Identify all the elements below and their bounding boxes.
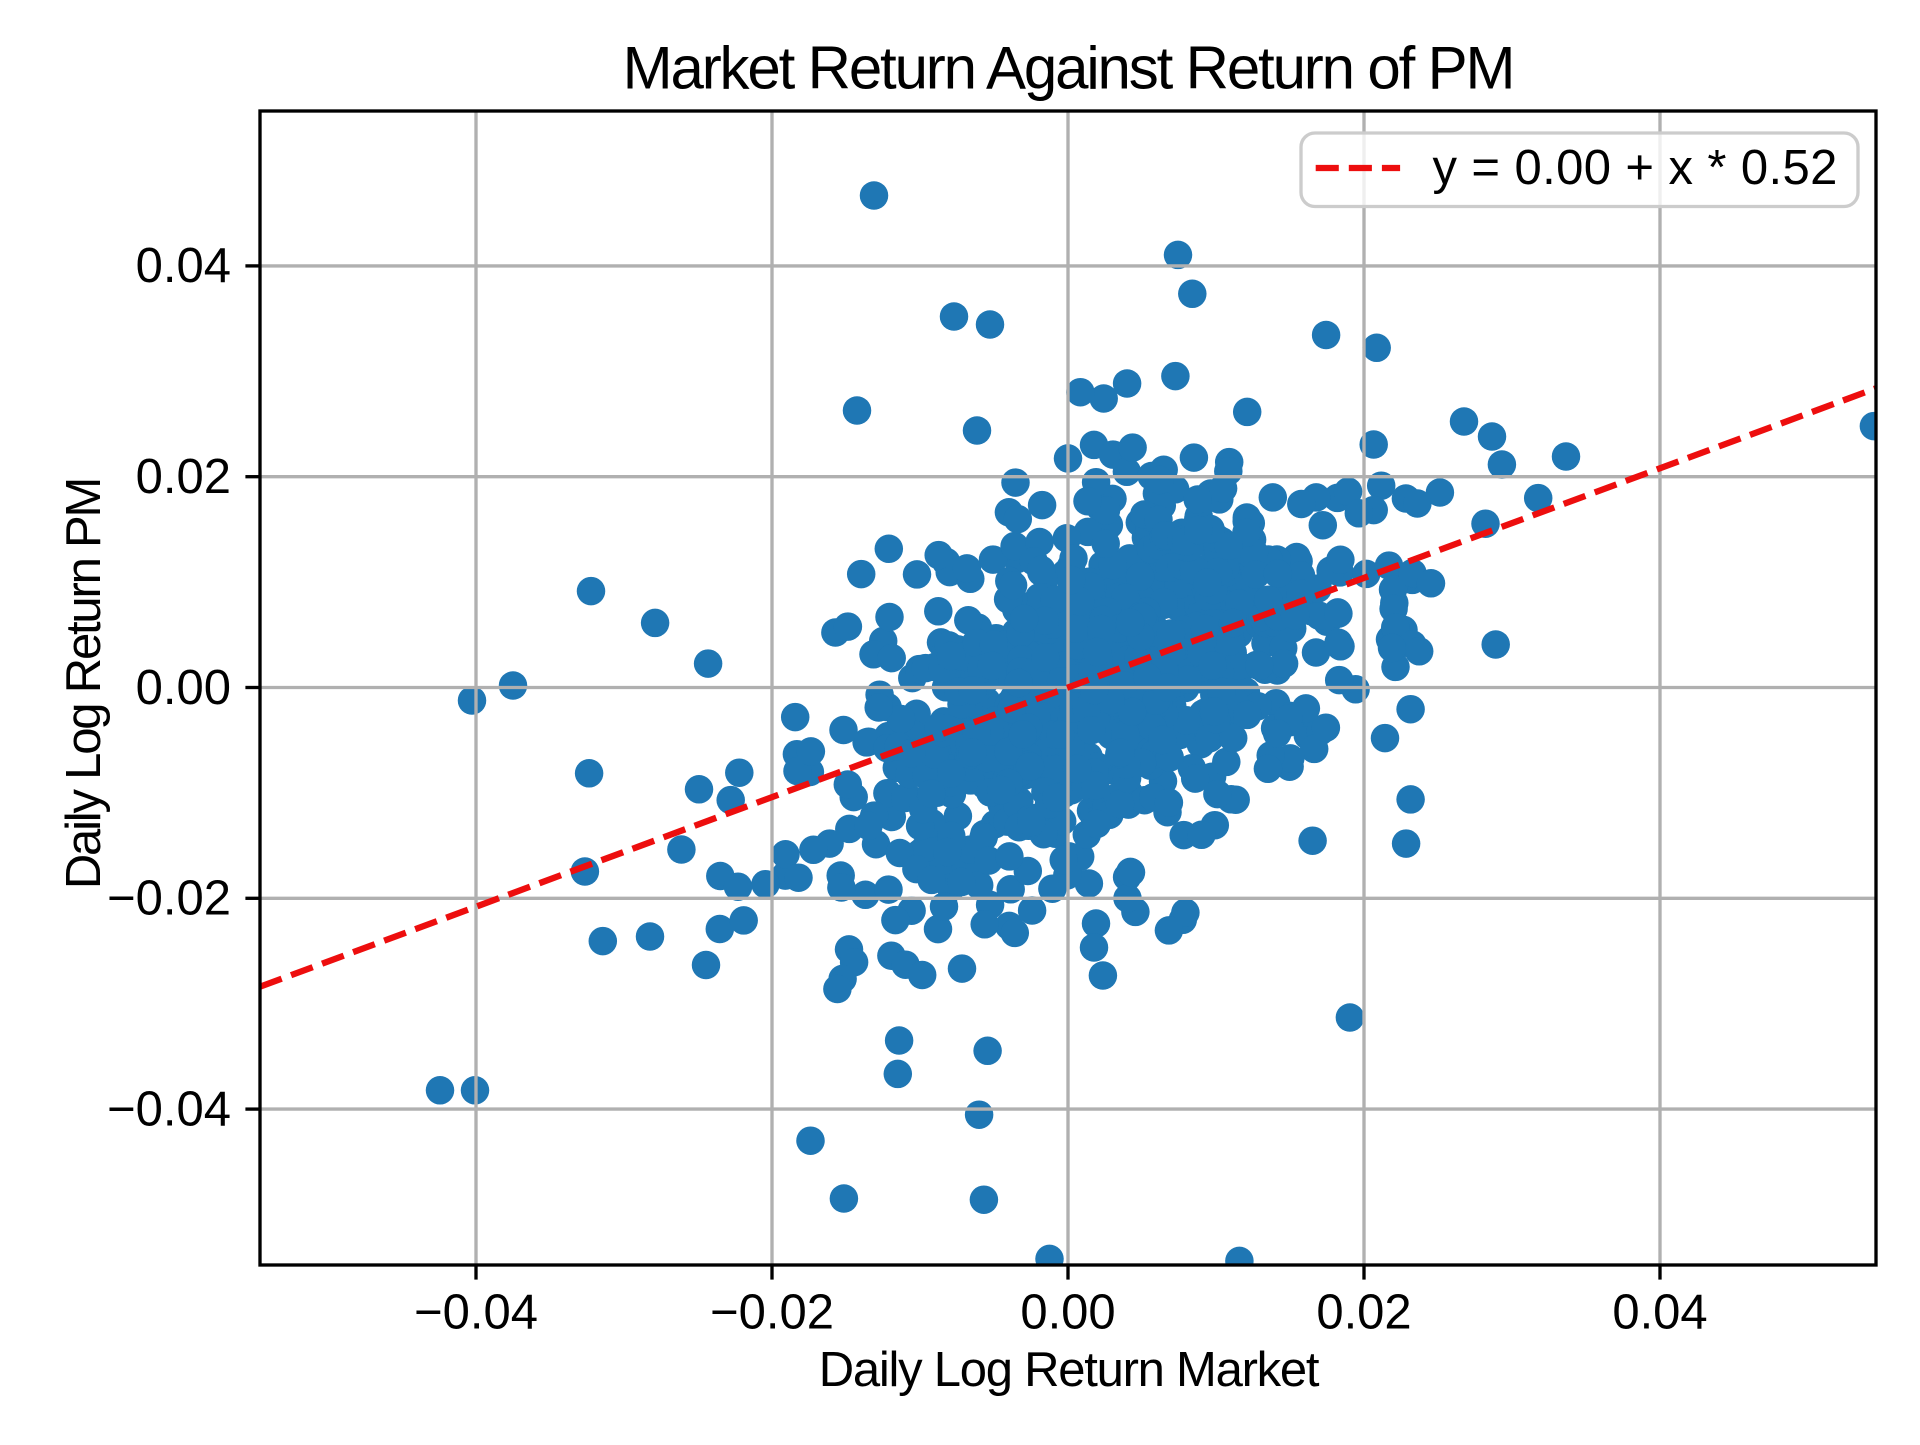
svg-text:−0.04: −0.04 — [414, 1286, 538, 1340]
svg-text:−0.02: −0.02 — [710, 1286, 834, 1340]
svg-text:Market Return Against Return o: Market Return Against Return of PM — [623, 34, 1514, 101]
svg-text:0.00: 0.00 — [136, 661, 231, 715]
svg-text:0.02: 0.02 — [136, 450, 231, 504]
svg-text:0.04: 0.04 — [1612, 1286, 1707, 1340]
svg-text:0.04: 0.04 — [136, 239, 231, 293]
svg-text:Daily Log Return PM: Daily Log Return PM — [57, 479, 111, 889]
svg-text:0.02: 0.02 — [1316, 1286, 1411, 1340]
svg-text:−0.04: −0.04 — [107, 1082, 231, 1136]
svg-text:0.00: 0.00 — [1020, 1286, 1115, 1340]
svg-text:Daily Log Return Market: Daily Log Return Market — [819, 1343, 1320, 1397]
svg-text:y = 0.00 + x * 0.52: y = 0.00 + x * 0.52 — [1433, 141, 1838, 195]
svg-text:−0.02: −0.02 — [107, 872, 231, 926]
